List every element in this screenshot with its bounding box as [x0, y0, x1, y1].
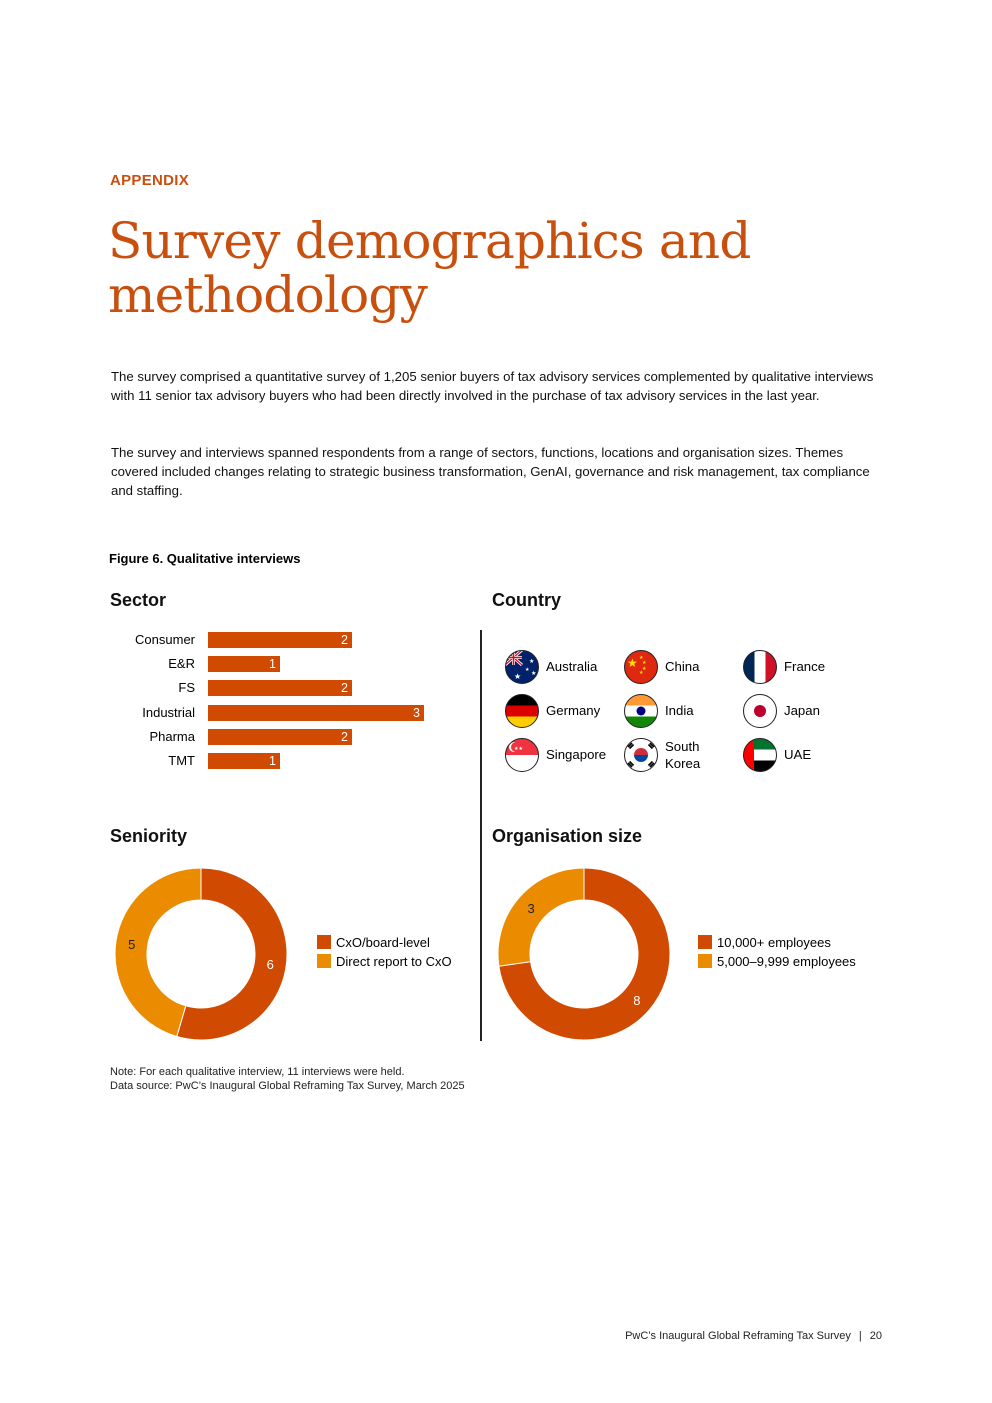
country-name: India: [665, 703, 694, 718]
source-text: Data source: PwC’s Inaugural Global Refr…: [110, 1080, 465, 1092]
note-text: Note: For each qualitative interview, 11…: [110, 1066, 405, 1078]
country-name: UAE: [784, 747, 812, 762]
sector-bar-label: FS: [178, 680, 195, 696]
legend-swatch-secondary: [317, 954, 331, 968]
footer-separator: |: [858, 1330, 862, 1342]
svg-text:★: ★: [525, 667, 530, 673]
germany-flag-icon: [505, 694, 539, 728]
legend-label: CxO/board-level: [336, 935, 430, 950]
legend-label: 5,000–9,999 employees: [717, 954, 856, 969]
legend-item-mid: 5,000–9,999 employees: [698, 954, 856, 970]
legend-swatch-primary: [698, 935, 712, 949]
sector-bar-label: Industrial: [142, 704, 195, 720]
page-footer: PwC’s Inaugural Global Reframing Tax Sur…: [625, 1330, 882, 1342]
sector-title: Sector: [110, 590, 167, 610]
sector-bar-value: 2: [341, 633, 348, 647]
donut-value-label: 6: [267, 957, 274, 972]
footer-report-title: PwC’s Inaugural Global Reframing Tax Sur…: [625, 1330, 851, 1342]
page-number: 20: [869, 1330, 882, 1342]
donut-slice: [114, 867, 202, 1038]
sector-bar-value: 2: [341, 729, 348, 744]
sector-bar: 1: [208, 656, 280, 673]
seniority-title: Seniority: [110, 826, 188, 846]
legend-item-large: 10,000+ employees: [698, 935, 831, 951]
sector-bar: 2: [208, 728, 352, 745]
sector-bar-chart: Consumer 2 E&R 1 FS 2 Industrial 3 Pharma 2 TMT 1: [100, 630, 460, 775]
country-name: Australia: [546, 659, 598, 674]
donut-slice: [497, 867, 585, 967]
country-title: Country: [492, 590, 561, 610]
sector-bar-value: 2: [341, 681, 348, 696]
sector-bar-value: 1: [269, 754, 276, 768]
donut-slice: [176, 867, 288, 1041]
section-eyebrow: APPENDIX: [110, 172, 190, 189]
legend-item-direct-report: Direct report to CxO: [317, 954, 452, 970]
japan-flag-icon: [743, 694, 777, 728]
svg-text:★: ★: [642, 660, 647, 666]
donut-slice: [498, 867, 671, 1041]
scope-paragraph: The survey and interviews spanned respon…: [111, 445, 870, 498]
figure-notes: Note: For each qualitative interview, 11…: [110, 1065, 465, 1093]
svg-text:★: ★: [639, 670, 644, 676]
country-name: France: [784, 659, 826, 674]
figure-title: Figure 6. Qualitative interviews: [109, 551, 301, 566]
sector-bar-label: TMT: [168, 753, 195, 768]
sector-bar-label: Consumer: [135, 632, 195, 647]
org-size-donut-chart: 83: [497, 867, 671, 1041]
svg-text:★: ★: [627, 656, 638, 670]
sector-bar-value: 1: [269, 657, 276, 672]
page-title: Survey demographics and methodology: [108, 212, 751, 324]
svg-text:★: ★: [531, 670, 536, 677]
legend-swatch-primary: [317, 935, 331, 949]
donut-value-label: 3: [527, 901, 534, 916]
svg-text:★: ★: [642, 666, 647, 672]
vertical-divider: [480, 630, 482, 1041]
donut-value-label: 5: [128, 937, 135, 952]
legend-label: Direct report to CxO: [336, 954, 452, 969]
south-korea-flag-icon: [624, 738, 658, 772]
svg-text:★★: ★★: [514, 746, 523, 752]
svg-text:★: ★: [529, 658, 534, 665]
legend-item-cxo: CxO/board-level: [317, 935, 430, 951]
intro-paragraph: The survey comprised a quantitative surv…: [111, 369, 874, 403]
country-name: Japan: [784, 703, 820, 718]
donut-value-label: 8: [633, 993, 640, 1008]
france-flag-icon: [743, 650, 777, 684]
country-name: South Korea: [665, 739, 701, 771]
country-name: Singapore: [546, 747, 607, 762]
country-name: China: [665, 659, 700, 674]
australia-flag-icon: ★ ★ ★ ★: [505, 650, 539, 684]
sector-bar-value: 3: [413, 705, 420, 720]
svg-text:★: ★: [639, 655, 644, 661]
sector-bar: 2: [208, 632, 352, 648]
uae-flag-icon: [743, 738, 777, 772]
india-flag-icon: [624, 694, 658, 728]
sector-bar-label: Pharma: [149, 728, 195, 744]
sector-bar: 2: [208, 680, 352, 697]
legend-label: 10,000+ employees: [717, 935, 831, 950]
singapore-flag-icon: ★★: [505, 738, 539, 772]
sector-bar: 3: [208, 704, 424, 721]
legend-swatch-secondary: [698, 954, 712, 968]
sector-bar-label: E&R: [168, 656, 195, 672]
seniority-donut-chart: 65: [114, 867, 288, 1041]
org-size-title: Organisation size: [492, 826, 643, 846]
country-name: Germany: [546, 703, 601, 718]
country-grid: ★ ★ ★ ★ Australia ★ ★ ★ ★ ★ China France: [505, 648, 885, 778]
sector-bar: 1: [208, 753, 280, 769]
china-flag-icon: ★ ★ ★ ★ ★: [624, 650, 658, 684]
svg-text:★: ★: [514, 672, 521, 681]
